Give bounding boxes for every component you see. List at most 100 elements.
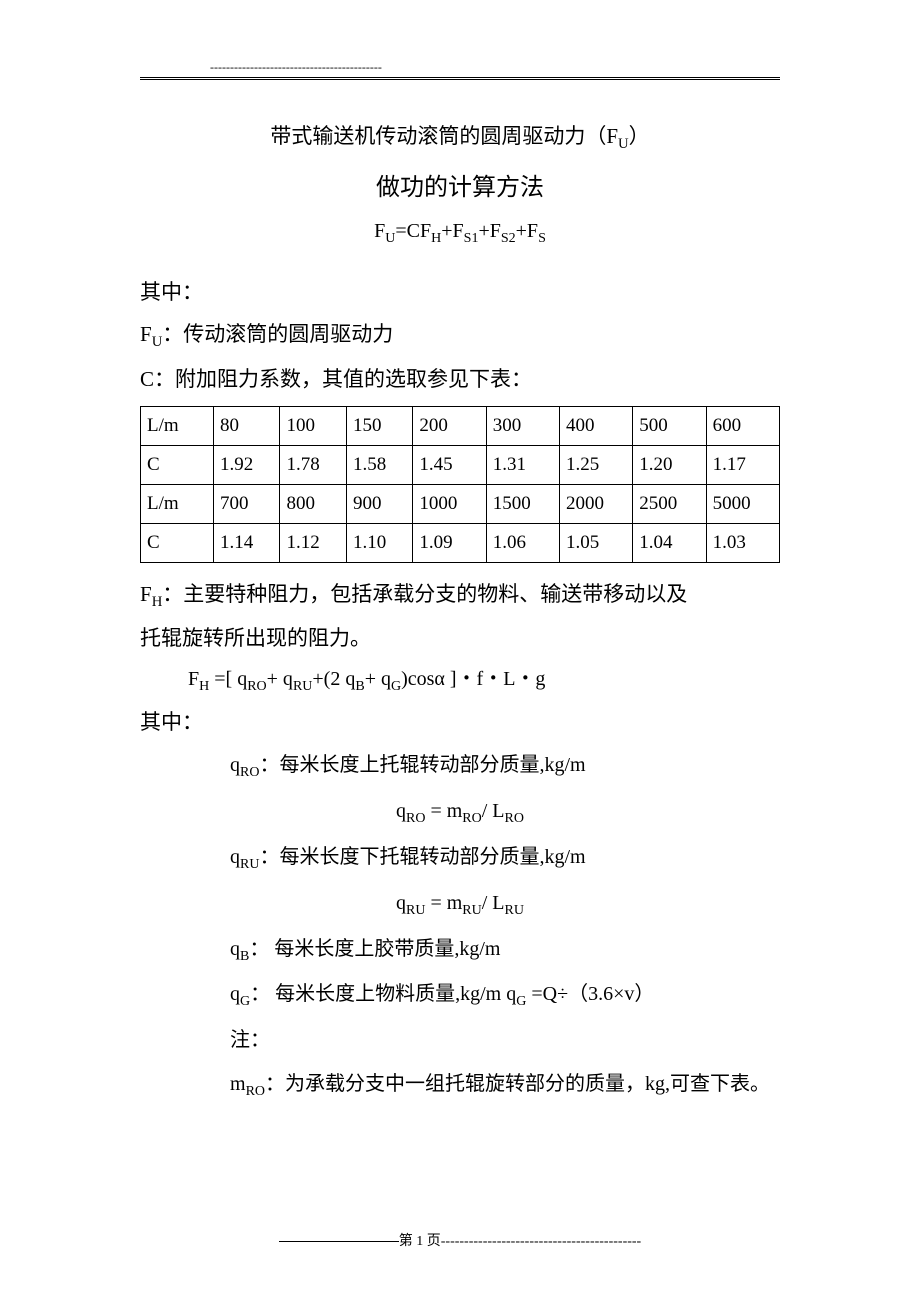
note: 注： <box>140 1018 780 1062</box>
table-cell: 800 <box>280 484 346 523</box>
qru-pre: q <box>230 846 240 868</box>
table-cell: 1.31 <box>486 445 559 484</box>
table-cell: 1.10 <box>346 523 412 562</box>
table-cell: 1.14 <box>214 523 280 562</box>
mro-pre: m <box>230 1073 246 1095</box>
table-cell: 1.20 <box>633 445 706 484</box>
mf-s2: H <box>431 231 441 246</box>
qrof-l: q <box>396 800 406 822</box>
qg-pre: q <box>230 983 240 1005</box>
fhf-s1: RO <box>247 679 266 694</box>
fh-definition-2: 托辊旋转所出现的阻力。 <box>140 617 780 659</box>
qruf-mid: = m <box>425 892 462 914</box>
footer-dash: ----------------------------------------… <box>441 1234 641 1249</box>
table-cell: 2000 <box>560 484 633 523</box>
qruf-div: / L <box>482 892 505 914</box>
qro-pre: q <box>230 754 240 776</box>
table-cell: 80 <box>214 406 280 445</box>
fhf-p3: +(2 q <box>312 668 355 690</box>
table-cell: 200 <box>413 406 486 445</box>
c-definition: C：附加阻力系数，其值的选取参见下表： <box>140 358 780 400</box>
title1-sub: U <box>618 136 629 152</box>
table-cell: 1.58 <box>346 445 412 484</box>
fu-sub: U <box>152 334 163 350</box>
qg-sub2: G <box>516 994 526 1009</box>
mf-plus3: +F <box>516 220 538 242</box>
table-row: L/m70080090010001500200025005000 <box>141 484 780 523</box>
table-cell: 1500 <box>486 484 559 523</box>
table-cell: C <box>141 523 214 562</box>
qg-def: qG： 每米长度上物料质量,kg/m qG =Q÷（3.6×v） <box>140 972 780 1018</box>
table-cell: 2500 <box>633 484 706 523</box>
qrof-mid: = m <box>425 800 462 822</box>
document-page: ----------------------------------------… <box>0 0 920 1302</box>
qrof-rs: RO <box>505 811 524 826</box>
table-cell: 150 <box>346 406 412 445</box>
table-cell: 1000 <box>413 484 486 523</box>
page-footer: 第 1 页-----------------------------------… <box>140 1230 780 1250</box>
qro-formula: qRO = mRO/ LRO <box>140 789 780 835</box>
title1-post: ） <box>629 124 650 148</box>
table-row: L/m80100150200300400500600 <box>141 406 780 445</box>
fu-pre: F <box>140 322 152 346</box>
qru-def: qRU：每米长度下托辊转动部分质量,kg/m <box>140 835 780 881</box>
title-line-2: 做功的计算方法 <box>140 167 780 202</box>
qg-tail: =Q÷（3.6×v） <box>526 983 654 1005</box>
where-label: 其中： <box>140 271 780 313</box>
table-cell: 700 <box>214 484 280 523</box>
table-row: C1.921.781.581.451.311.251.201.17 <box>141 445 780 484</box>
table-cell: C <box>141 445 214 484</box>
qru-formula: qRU = mRU/ LRU <box>140 881 780 927</box>
mf-s4: S2 <box>501 231 516 246</box>
qrof-ls: RO <box>406 811 425 826</box>
qru-text: ：每米长度下托辊转动部分质量,kg/m <box>259 846 585 868</box>
table-cell: 1.05 <box>560 523 633 562</box>
qg-sub: G <box>240 994 250 1009</box>
table-cell: 1.92 <box>214 445 280 484</box>
qrof-ms: RO <box>462 811 481 826</box>
table-cell: 1.78 <box>280 445 346 484</box>
qro-sub: RO <box>240 765 259 780</box>
mro-sub: RO <box>246 1084 265 1099</box>
table-cell: 1.17 <box>706 445 779 484</box>
table-cell: 5000 <box>706 484 779 523</box>
main-formula: FU=CFH+FS1+FS2+FS <box>140 220 780 247</box>
qruf-rs: RU <box>505 903 524 918</box>
table-cell: L/m <box>141 484 214 523</box>
qro-def: qRO：每米长度上托辊转动部分质量,kg/m <box>140 743 780 789</box>
fh-sub: H <box>152 594 163 610</box>
fhf-s0: H <box>199 679 209 694</box>
qru-sub: RU <box>240 857 259 872</box>
fhf-p1: =[ q <box>209 668 247 690</box>
footer-underline <box>279 1241 399 1242</box>
fhf-s2: RU <box>293 679 312 694</box>
qruf-ls: RU <box>406 903 425 918</box>
fhf-p0: F <box>188 668 199 690</box>
fhf-p5: )cosα ]・f・L・g <box>401 668 545 690</box>
mf-s1: U <box>385 231 395 246</box>
footer-label: 第 1 页 <box>399 1234 441 1249</box>
mf-p1: F <box>374 220 385 242</box>
table-cell: 500 <box>633 406 706 445</box>
fu-post: ：传动滚筒的圆周驱动力 <box>162 322 393 346</box>
table-cell: 1.03 <box>706 523 779 562</box>
qb-text: ： 每米长度上胶带质量,kg/m <box>249 938 500 960</box>
mf-s5: S <box>538 231 546 246</box>
mro-text: ：为承载分支中一组托辊旋转部分的质量，kg,可查下表。 <box>265 1073 770 1095</box>
table-cell: 400 <box>560 406 633 445</box>
table-cell: 1.09 <box>413 523 486 562</box>
header-dash: ----------------------------------------… <box>210 60 780 75</box>
mf-plus2: +F <box>478 220 500 242</box>
qruf-l: q <box>396 892 406 914</box>
qb-pre: q <box>230 938 240 960</box>
qg-text: ： 每米长度上物料质量,kg/m q <box>250 983 516 1005</box>
fh-formula: FH =[ qRO+ qRU+(2 qB+ qG)cosα ]・f・L・g <box>140 659 780 701</box>
where-label-2: 其中： <box>140 701 780 743</box>
fh-definition: FH：主要特种阻力，包括承载分支的物料、输送带移动以及 <box>140 573 780 618</box>
qro-text: ：每米长度上托辊转动部分质量,kg/m <box>259 754 585 776</box>
coefficient-table: L/m80100150200300400500600C1.921.781.581… <box>140 406 780 563</box>
table-row: C1.141.121.101.091.061.051.041.03 <box>141 523 780 562</box>
title1-pre: 带式输送机传动滚筒的圆周驱动力（F <box>270 124 618 148</box>
fhf-p2: + q <box>267 668 293 690</box>
table-cell: 100 <box>280 406 346 445</box>
